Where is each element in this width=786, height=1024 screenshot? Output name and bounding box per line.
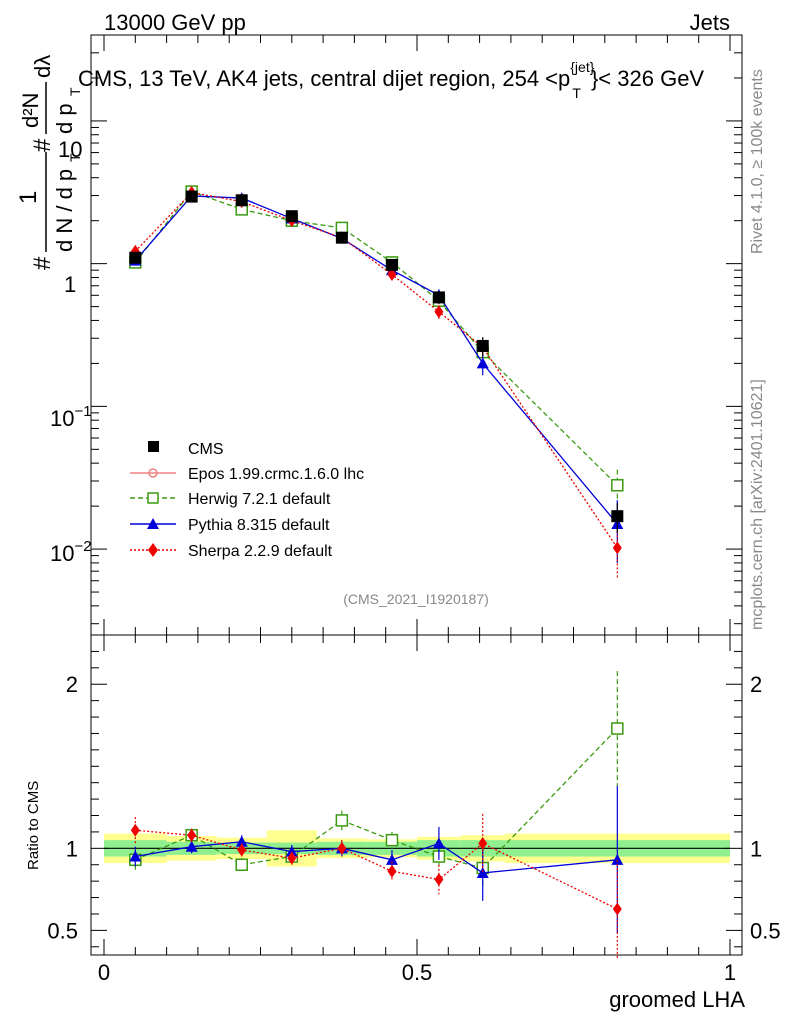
- main-point-cms: [335, 231, 348, 244]
- x-axis-label: groomed LHA: [609, 987, 745, 1012]
- legend-marker-pythia: [147, 518, 159, 529]
- legend-label-sherpa: Sherpa 2.2.9 default: [188, 543, 333, 560]
- y-label-t2: T: [67, 87, 83, 96]
- legend-marker-cms: [148, 441, 159, 452]
- legend-marker-sherpa: [148, 543, 158, 557]
- ratio-point-sherpa: [478, 836, 488, 850]
- ratio-plot-marks: [129, 671, 624, 959]
- ytick-label-0.1: 10−1: [50, 403, 92, 431]
- ratio-point-sherpa: [387, 864, 397, 878]
- ytick-label-0.01: 10−2: [50, 538, 92, 566]
- xtick-label: 1: [724, 960, 736, 985]
- main-point-cms: [285, 210, 298, 223]
- header-left: 13000 GeV pp: [104, 10, 246, 35]
- ratio-point-herwig: [235, 858, 248, 871]
- xtick-label: 0.5: [402, 960, 433, 985]
- main-point-cms: [385, 258, 398, 271]
- ratio-point-sherpa: [187, 828, 197, 842]
- main-point-sherpa: [387, 267, 397, 281]
- main-y-label: # 1 d N / d p T # d²N d p T dλ: [15, 55, 83, 270]
- main-point-pythia: [476, 357, 489, 369]
- side-ref: mcplots.cern.ch [arXiv:2401.10621]: [749, 379, 766, 630]
- ratio-line-sherpa: [135, 829, 618, 910]
- main-point-cms: [235, 194, 248, 207]
- ratio-point-sherpa: [612, 902, 622, 916]
- ratio-ytick-label-left: 2: [66, 672, 78, 697]
- chart-title-main: CMS, 13 TeV, AK4 jets, central dijet reg…: [78, 66, 570, 91]
- ratio-point-pythia: [235, 835, 248, 847]
- ratio-ytick-label-right: 1: [750, 836, 762, 861]
- watermark: (CMS_2021_I1920187): [343, 591, 489, 607]
- main-point-cms: [432, 291, 445, 304]
- ratio-point-sherpa: [130, 823, 140, 837]
- ratio-ytick-label-left: 1: [66, 836, 78, 861]
- main-point-herwig: [611, 479, 624, 492]
- y-label-num2: d²N: [18, 93, 43, 128]
- header-right: Jets: [690, 10, 730, 35]
- main-line-herwig: [134, 190, 618, 486]
- ratio-point-pythia: [185, 840, 198, 852]
- ratio-ytick-label-right: 2: [750, 672, 762, 697]
- legend-marker-epos: [148, 468, 158, 478]
- y-label-den1: d N / d p: [52, 169, 77, 252]
- ratio-point-pythia: [476, 866, 489, 878]
- y-label-num1: 1: [15, 191, 42, 204]
- legend-label-herwig: Herwig 7.2.1 default: [188, 491, 331, 508]
- ytick-0.1-exp: −1: [74, 403, 91, 420]
- chart-title-sup: {jet}: [570, 59, 594, 75]
- legend-label-pythia: Pythia 8.315 default: [188, 517, 330, 534]
- chart-title: CMS, 13 TeV, AK4 jets, central dijet reg…: [78, 59, 704, 101]
- ytick-0.01-base: 10: [50, 541, 74, 566]
- ratio-frame: [90, 634, 743, 956]
- ratio-point-pythia: [385, 853, 398, 865]
- y-label-lambda: dλ: [30, 55, 55, 78]
- main-ytick-labels: 10−2 10−1 1 10: [50, 137, 92, 566]
- y-label-t1: T: [67, 153, 83, 162]
- y-label-hash1: #: [29, 256, 56, 270]
- ratio-point-pythia: [432, 837, 445, 849]
- ytick-0.01-exp: −2: [74, 538, 91, 555]
- ytick-0.1-base: 10: [50, 406, 74, 431]
- ratio-axes: 0 0.5 1 0.5 0.5 1 1 2 2: [47, 634, 781, 985]
- main-point-cms: [476, 339, 489, 352]
- ratio-point-pythia: [285, 845, 298, 857]
- xtick-label: 0: [98, 960, 110, 985]
- ytick-label-10: 10: [58, 137, 82, 162]
- chart-title-end: }< 326 GeV: [591, 66, 704, 91]
- ytick-label-1: 1: [64, 272, 76, 297]
- y-label-den2: d p: [52, 103, 77, 134]
- ratio-point-pythia: [129, 850, 142, 862]
- ratio-y-label: Ratio to CMS: [25, 781, 42, 870]
- ratio-point-sherpa: [337, 841, 347, 855]
- chart-title-sub: T: [572, 85, 581, 101]
- main-plot-marks: [129, 185, 624, 579]
- main-point-cms: [129, 251, 142, 264]
- main-point-sherpa: [434, 305, 444, 319]
- legend-label-epos: Epos 1.99.crmc.1.6.0 lhc: [188, 466, 364, 483]
- ratio-point-herwig: [385, 833, 399, 847]
- ratio-point-sherpa: [287, 851, 297, 865]
- main-point-cms: [185, 190, 198, 203]
- side-version: Rivet 4.1.0, ≥ 100k events: [749, 69, 766, 254]
- ratio-ytick-label-left: 0.5: [47, 918, 78, 943]
- ratio-point-sherpa: [434, 873, 444, 887]
- y-label-hash2: #: [29, 138, 56, 152]
- legend-label-cms: CMS: [188, 441, 224, 458]
- ratio-point-herwig: [611, 722, 624, 735]
- main-point-sherpa: [612, 541, 622, 555]
- ratio-point-sherpa: [237, 843, 247, 857]
- main-axes: [91, 34, 742, 635]
- ratio-ytick-label-right: 0.5: [750, 918, 781, 943]
- main-point-cms: [611, 510, 624, 523]
- legend: CMS Epos 1.99.crmc.1.6.0 lhc Herwig 7.2.…: [130, 441, 364, 560]
- legend-marker-herwig: [147, 492, 159, 504]
- ratio-point-pythia: [611, 853, 624, 865]
- ratio-point-herwig: [335, 814, 349, 827]
